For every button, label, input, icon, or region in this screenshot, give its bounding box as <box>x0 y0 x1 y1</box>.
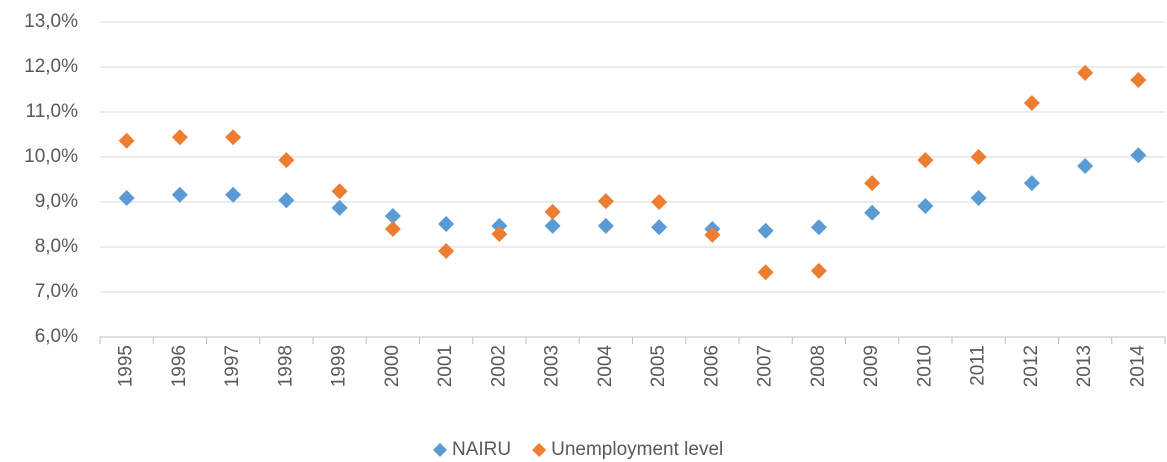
x-tick-label: 1999 <box>329 345 350 387</box>
marker <box>864 175 881 192</box>
marker <box>331 199 348 216</box>
marker <box>1023 175 1040 192</box>
marker <box>278 192 295 209</box>
marker <box>171 186 188 203</box>
marker <box>970 149 987 165</box>
legend-marker <box>532 443 547 457</box>
x-tick-label: 2011 <box>968 345 989 386</box>
marker <box>278 152 295 169</box>
x-tick-label: 2014 <box>1127 345 1148 388</box>
marker <box>651 219 668 236</box>
marker <box>757 222 774 239</box>
marker <box>970 189 987 206</box>
marker <box>917 198 934 215</box>
y-tick-label: 10,0% <box>24 146 78 167</box>
y-tick-label: 9,0% <box>35 191 78 212</box>
x-tick-label: 2012 <box>1021 345 1042 387</box>
legend-label: Unemployment level <box>551 439 723 460</box>
marker <box>1130 147 1147 164</box>
legend-marker <box>433 443 447 457</box>
marker <box>384 207 401 224</box>
x-tick-label: 2010 <box>914 345 935 387</box>
x-tick-label: 1995 <box>116 345 137 387</box>
marker <box>491 225 508 242</box>
y-tick-label: 7,0% <box>35 281 78 302</box>
marker <box>864 204 881 221</box>
marker <box>1077 158 1094 174</box>
y-tick-label: 8,0% <box>35 236 78 257</box>
marker <box>491 217 508 234</box>
marker <box>810 262 827 279</box>
marker <box>704 226 721 243</box>
x-tick-label: 1998 <box>275 345 296 387</box>
marker <box>810 219 827 236</box>
marker <box>597 193 614 210</box>
x-tick-label: 2007 <box>755 345 776 387</box>
y-tick-label: 11,0% <box>26 101 79 122</box>
marker <box>544 217 561 234</box>
marker <box>1130 72 1147 89</box>
x-tick-label: 2005 <box>648 345 669 387</box>
x-tick-label: 2006 <box>701 345 722 387</box>
marker <box>118 189 135 206</box>
marker <box>438 216 455 233</box>
x-tick-label: 1996 <box>169 345 190 387</box>
marker <box>438 243 455 260</box>
marker <box>1077 64 1094 81</box>
marker <box>118 132 135 149</box>
marker <box>1023 95 1040 111</box>
y-tick-label: 6,0% <box>35 326 78 347</box>
x-tick-label: 2013 <box>1074 345 1095 387</box>
marker <box>917 152 934 169</box>
x-tick-label: 2008 <box>808 345 829 387</box>
x-tick-label: 2003 <box>542 345 563 387</box>
legend-label: NAIRU <box>452 439 511 460</box>
marker <box>597 217 614 234</box>
x-tick-label: 2009 <box>861 345 882 387</box>
marker <box>651 194 668 210</box>
x-tick-label: 2001 <box>435 345 456 387</box>
y-tick-label: 13,0% <box>24 11 78 32</box>
marker <box>384 221 401 237</box>
marker <box>757 264 774 281</box>
x-tick-label: 1997 <box>222 345 243 387</box>
y-tick-label: 12,0% <box>24 56 78 77</box>
marker <box>331 183 348 200</box>
marker <box>225 129 242 146</box>
marker <box>171 129 188 146</box>
marker <box>225 186 242 203</box>
x-tick-label: 2002 <box>488 345 509 387</box>
x-tick-label: 2004 <box>595 345 616 388</box>
x-tick-label: 2000 <box>382 345 403 387</box>
marker <box>544 203 561 220</box>
